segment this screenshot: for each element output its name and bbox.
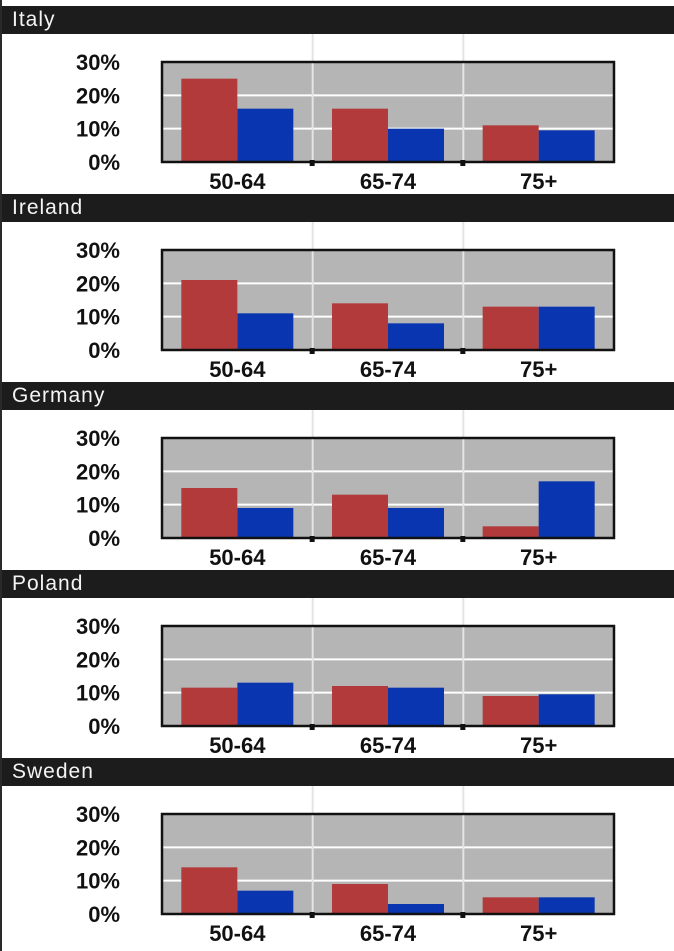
bar-65-74-series-1 bbox=[388, 128, 444, 162]
bar-50-64-series-0 bbox=[181, 280, 238, 350]
bar-75+-series-0 bbox=[482, 125, 539, 162]
panel-title: Italy bbox=[2, 6, 674, 34]
x-tick-label: 75+ bbox=[520, 733, 557, 758]
chart-panel-1: Ireland 50-64 65-74 75+ 0% 10% 20% 30% bbox=[2, 194, 674, 382]
y-tick-label: 10% bbox=[76, 869, 120, 894]
bar-65-74-series-0 bbox=[332, 108, 388, 162]
x-tick-label: 75+ bbox=[520, 545, 557, 570]
panel-title: Germany bbox=[2, 382, 674, 410]
y-tick-label: 30% bbox=[76, 426, 120, 451]
x-tick-label: 75+ bbox=[520, 921, 557, 946]
plot-border bbox=[160, 248, 616, 352]
y-tick-label: 20% bbox=[76, 647, 120, 672]
plot-border bbox=[160, 624, 616, 728]
panel-plot: 50-64 65-74 75+ 0% 10% 20% 30% bbox=[76, 34, 616, 194]
plot-border bbox=[160, 60, 616, 164]
x-tick-label: 65-74 bbox=[360, 733, 417, 758]
y-tick-label: 30% bbox=[76, 802, 120, 827]
plot-border bbox=[160, 812, 616, 916]
bar-50-64-series-1 bbox=[237, 108, 294, 162]
y-tick-label: 20% bbox=[76, 83, 120, 108]
bar-50-64-series-0 bbox=[181, 687, 238, 726]
y-tick-label: 30% bbox=[76, 614, 120, 639]
x-tick-label: 50-64 bbox=[209, 169, 266, 194]
chart-panel-2: Germany 50-64 65-74 75+ 0% 10% 20% 30% bbox=[2, 382, 674, 570]
y-tick-label: 10% bbox=[76, 305, 120, 330]
bar-75+-series-0 bbox=[482, 526, 539, 538]
y-tick-label: 20% bbox=[76, 835, 120, 860]
bar-50-64-series-1 bbox=[237, 313, 294, 350]
y-tick-label: 10% bbox=[76, 681, 120, 706]
y-tick-label: 20% bbox=[76, 459, 120, 484]
y-tick-label: 10% bbox=[76, 117, 120, 142]
y-tick-label: 30% bbox=[76, 50, 120, 75]
chart-panel-3: Poland 50-64 65-74 75+ 0% 10% 20% 30% bbox=[2, 570, 674, 758]
x-tick-label: 50-64 bbox=[209, 733, 266, 758]
bar-75+-series-1 bbox=[538, 694, 595, 726]
x-tick-label: 50-64 bbox=[209, 545, 266, 570]
bar-75+-series-1 bbox=[538, 130, 595, 162]
y-tick-label: 0% bbox=[88, 714, 120, 739]
y-tick-label: 30% bbox=[76, 238, 120, 263]
panel-title: Poland bbox=[2, 570, 674, 598]
bar-50-64-series-1 bbox=[237, 508, 294, 538]
panel-title: Sweden bbox=[2, 758, 674, 786]
bar-50-64-series-1 bbox=[237, 890, 294, 914]
bar-75+-series-1 bbox=[538, 897, 595, 914]
x-tick-label: 65-74 bbox=[360, 921, 417, 946]
x-tick-label: 65-74 bbox=[360, 545, 417, 570]
chart-panel-0: Italy 50-64 65-74 75+ 0% 10% 20% 30% bbox=[2, 6, 674, 194]
x-tick-label: 65-74 bbox=[360, 357, 417, 382]
panel-plot: 50-64 65-74 75+ 0% 10% 20% 30% bbox=[76, 222, 616, 382]
panel-plot: 50-64 65-74 75+ 0% 10% 20% 30% bbox=[76, 410, 616, 570]
bar-75+-series-1 bbox=[538, 306, 595, 350]
x-tick-label: 50-64 bbox=[209, 357, 266, 382]
x-tick-label: 75+ bbox=[520, 169, 557, 194]
x-tick-label: 65-74 bbox=[360, 169, 417, 194]
bar-65-74-series-1 bbox=[388, 323, 444, 350]
bar-65-74-series-1 bbox=[388, 508, 444, 538]
chart-panel-4: Sweden 50-64 65-74 75+ 0% 10% 20% 30% bbox=[2, 758, 674, 946]
bar-75+-series-0 bbox=[482, 897, 539, 914]
y-tick-label: 20% bbox=[76, 271, 120, 296]
y-tick-label: 0% bbox=[88, 338, 120, 363]
bar-50-64-series-0 bbox=[181, 488, 238, 538]
y-tick-label: 0% bbox=[88, 526, 120, 551]
panel-plot: 50-64 65-74 75+ 0% 10% 20% 30% bbox=[76, 598, 616, 758]
bar-50-64-series-1 bbox=[237, 682, 294, 726]
bar-65-74-series-1 bbox=[388, 687, 444, 726]
bar-50-64-series-0 bbox=[181, 78, 238, 162]
bar-65-74-series-0 bbox=[332, 303, 388, 350]
y-tick-label: 0% bbox=[88, 150, 120, 175]
y-tick-label: 0% bbox=[88, 902, 120, 927]
bar-65-74-series-1 bbox=[388, 904, 444, 914]
bar-65-74-series-0 bbox=[332, 494, 388, 538]
bar-50-64-series-0 bbox=[181, 867, 238, 914]
plot-border bbox=[160, 436, 616, 540]
y-tick-label: 10% bbox=[76, 493, 120, 518]
bar-65-74-series-0 bbox=[332, 686, 388, 726]
x-tick-label: 75+ bbox=[520, 357, 557, 382]
x-tick-label: 50-64 bbox=[209, 921, 266, 946]
panel-title: Ireland bbox=[2, 194, 674, 222]
panel-plot: 50-64 65-74 75+ 0% 10% 20% 30% bbox=[76, 786, 616, 946]
bar-65-74-series-0 bbox=[332, 884, 388, 914]
bar-75+-series-0 bbox=[482, 306, 539, 350]
bar-75+-series-0 bbox=[482, 696, 539, 726]
bar-75+-series-1 bbox=[538, 481, 595, 538]
